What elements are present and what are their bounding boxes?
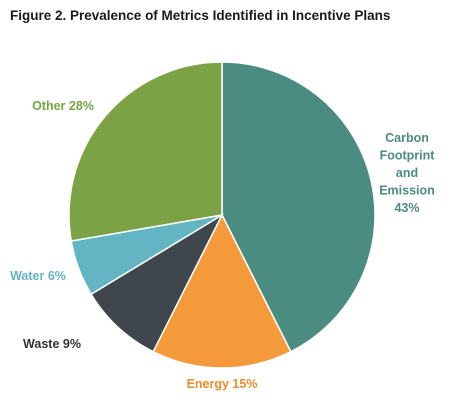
pie-label-line: Energy 15%	[187, 377, 258, 391]
pie-slice-waste	[90, 213, 224, 353]
pie-label-waste: Waste 9%	[23, 337, 81, 351]
pie-slice-energy	[152, 213, 292, 369]
pie-slices	[68, 61, 376, 369]
pie-label-carbon-footprint-and-emission: Carbon Footprint and Emission 43%	[379, 131, 435, 215]
pie-label-line: Carbon	[385, 131, 429, 145]
pie-label-other: Other 28%	[32, 99, 94, 113]
pie-label-line: Waste 9%	[23, 337, 81, 351]
pie-label-line: Water 6%	[10, 269, 66, 283]
pie-slice-carbon-footprint-and-emission	[221, 61, 376, 353]
pie-label-water: Water 6%	[10, 269, 66, 283]
chart-title: Figure 2. Prevalence of Metrics Identifi…	[10, 8, 391, 23]
pie-label-line: and	[396, 166, 418, 180]
pie-label-line: 43%	[394, 201, 419, 215]
pie-slice-other	[68, 61, 223, 242]
pie-label-energy: Energy 15%	[187, 377, 258, 391]
pie-label-line: Other 28%	[32, 99, 94, 113]
pie-label-line: Footprint	[380, 149, 436, 163]
pie-labels: Carbon Footprint and Emission 43% Energy 15% W…	[10, 99, 435, 391]
pie-label-line: Emission	[379, 184, 435, 198]
